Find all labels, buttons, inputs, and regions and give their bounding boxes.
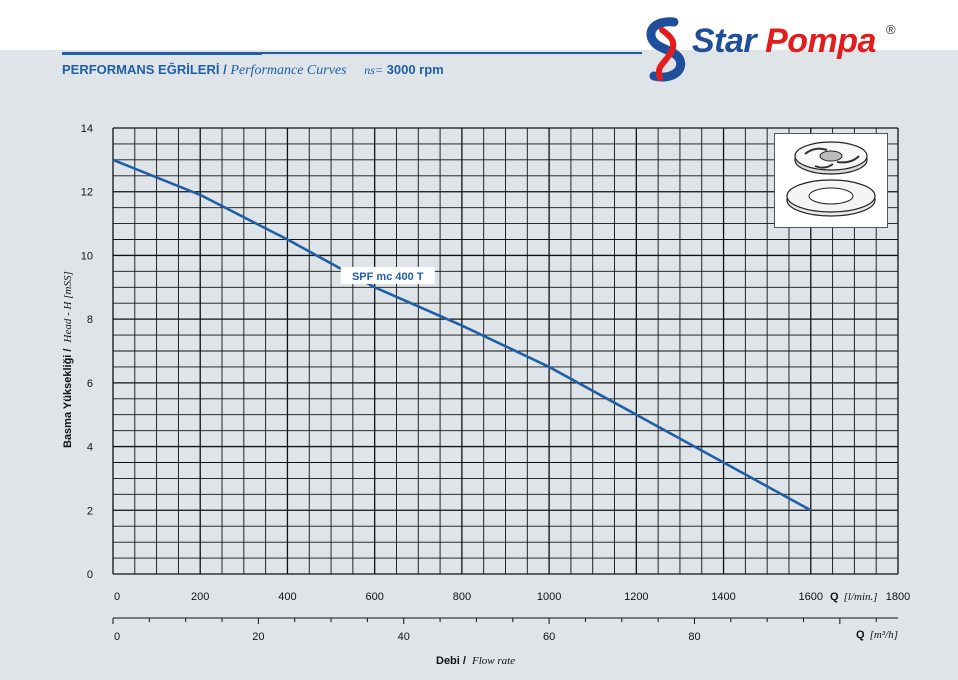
x-tick-label-lmin: 1800	[886, 591, 910, 603]
x-axis-lmin-prefix: Q	[830, 591, 839, 603]
x-axis-lmin-unit: [l/min.]	[844, 591, 878, 603]
series-lines: SPF mc 400 T	[112, 158, 812, 512]
speed-label: ns=	[364, 63, 384, 77]
x-tick-label-m3h: 20	[252, 631, 264, 643]
x-axis-title-turkish: Debi /	[436, 655, 466, 667]
x-axis-title-english: Flow rate	[471, 655, 515, 667]
x-tick-label-lmin: 1400	[711, 591, 735, 603]
x-tick-label-lmin: 1200	[624, 591, 648, 603]
impeller-illustration	[774, 133, 888, 228]
x-axis-m3h-unit: [m³/h]	[870, 629, 898, 641]
title-turkish: PERFORMANS EĞRİLERİ	[62, 62, 220, 77]
title-english: Performance Curves	[230, 63, 347, 78]
brand-name-star: Star	[692, 22, 757, 60]
chart-grid	[112, 127, 899, 575]
x-tick-label-m3h: 0	[114, 631, 120, 643]
y-tick-label: 12	[81, 187, 93, 199]
x-tick-label-lmin: 1600	[799, 591, 823, 603]
x-tick-label-lmin: 0	[114, 591, 120, 603]
x-tick-label-lmin: 600	[365, 591, 383, 603]
header-rule-accent	[62, 52, 262, 55]
header-rule	[62, 52, 642, 54]
x-tick-label-m3h: 60	[543, 631, 555, 643]
x-tick-labels-m3h: 0 20 40 60 80	[112, 617, 898, 643]
speed-value: 3000 rpm	[386, 62, 444, 77]
y-axis-title-turkish: Basma Yüksekliği /	[62, 349, 74, 448]
x-tick-label-m3h: 80	[688, 631, 700, 643]
y-tick-label: 4	[87, 442, 93, 454]
x-tick-label-lmin: 1000	[537, 591, 561, 603]
y-axis-title-english: Head - H [mSS]	[62, 271, 74, 343]
top-band	[0, 0, 958, 50]
impeller-icon	[786, 141, 876, 217]
y-tick-label: 0	[87, 569, 93, 581]
x-axis-title: Debi / Flow rate	[436, 655, 515, 667]
brand-emblem-icon	[646, 17, 686, 82]
x-tick-label-lmin: 800	[453, 591, 471, 603]
x-tick-label-m3h: 40	[398, 631, 410, 643]
x-tick-label-lmin: 200	[191, 591, 209, 603]
x-axis-label-m3h: Q [m³/h]	[856, 629, 898, 641]
x-axis-m3h-prefix: Q	[856, 629, 865, 641]
y-tick-label: 8	[87, 314, 93, 326]
title-separator: /	[223, 62, 227, 77]
x-axis-label-lmin: Q [l/min.]	[830, 591, 878, 603]
series-label: SPF mc 400 T	[352, 271, 424, 283]
y-axis-title: Basma Yüksekliği / Head - H [mSS]	[62, 271, 74, 448]
brand-name: Star Pompa	[692, 22, 876, 61]
y-tick-label: 10	[81, 250, 93, 262]
brand-name-pompa: Pompa	[765, 22, 876, 60]
y-tick-label: 14	[81, 123, 93, 135]
brand-logo: Star Pompa ®	[640, 16, 900, 86]
series-line-spf-mc-400-t	[112, 158, 812, 512]
page-title: PERFORMANS EĞRİLERİ / Performance Curves…	[62, 62, 444, 79]
registered-mark: ®	[886, 22, 896, 37]
y-tick-labels: 0 2 4 6 8 10 12 14	[81, 123, 93, 581]
y-tick-label: 2	[87, 505, 93, 517]
x-tick-labels-lmin: 0 200 400 600 800 1000 1200 1400 1600 1800	[114, 591, 910, 603]
y-tick-label: 6	[87, 378, 93, 390]
series-label-bg	[340, 266, 435, 284]
x-tick-label-lmin: 400	[278, 591, 296, 603]
